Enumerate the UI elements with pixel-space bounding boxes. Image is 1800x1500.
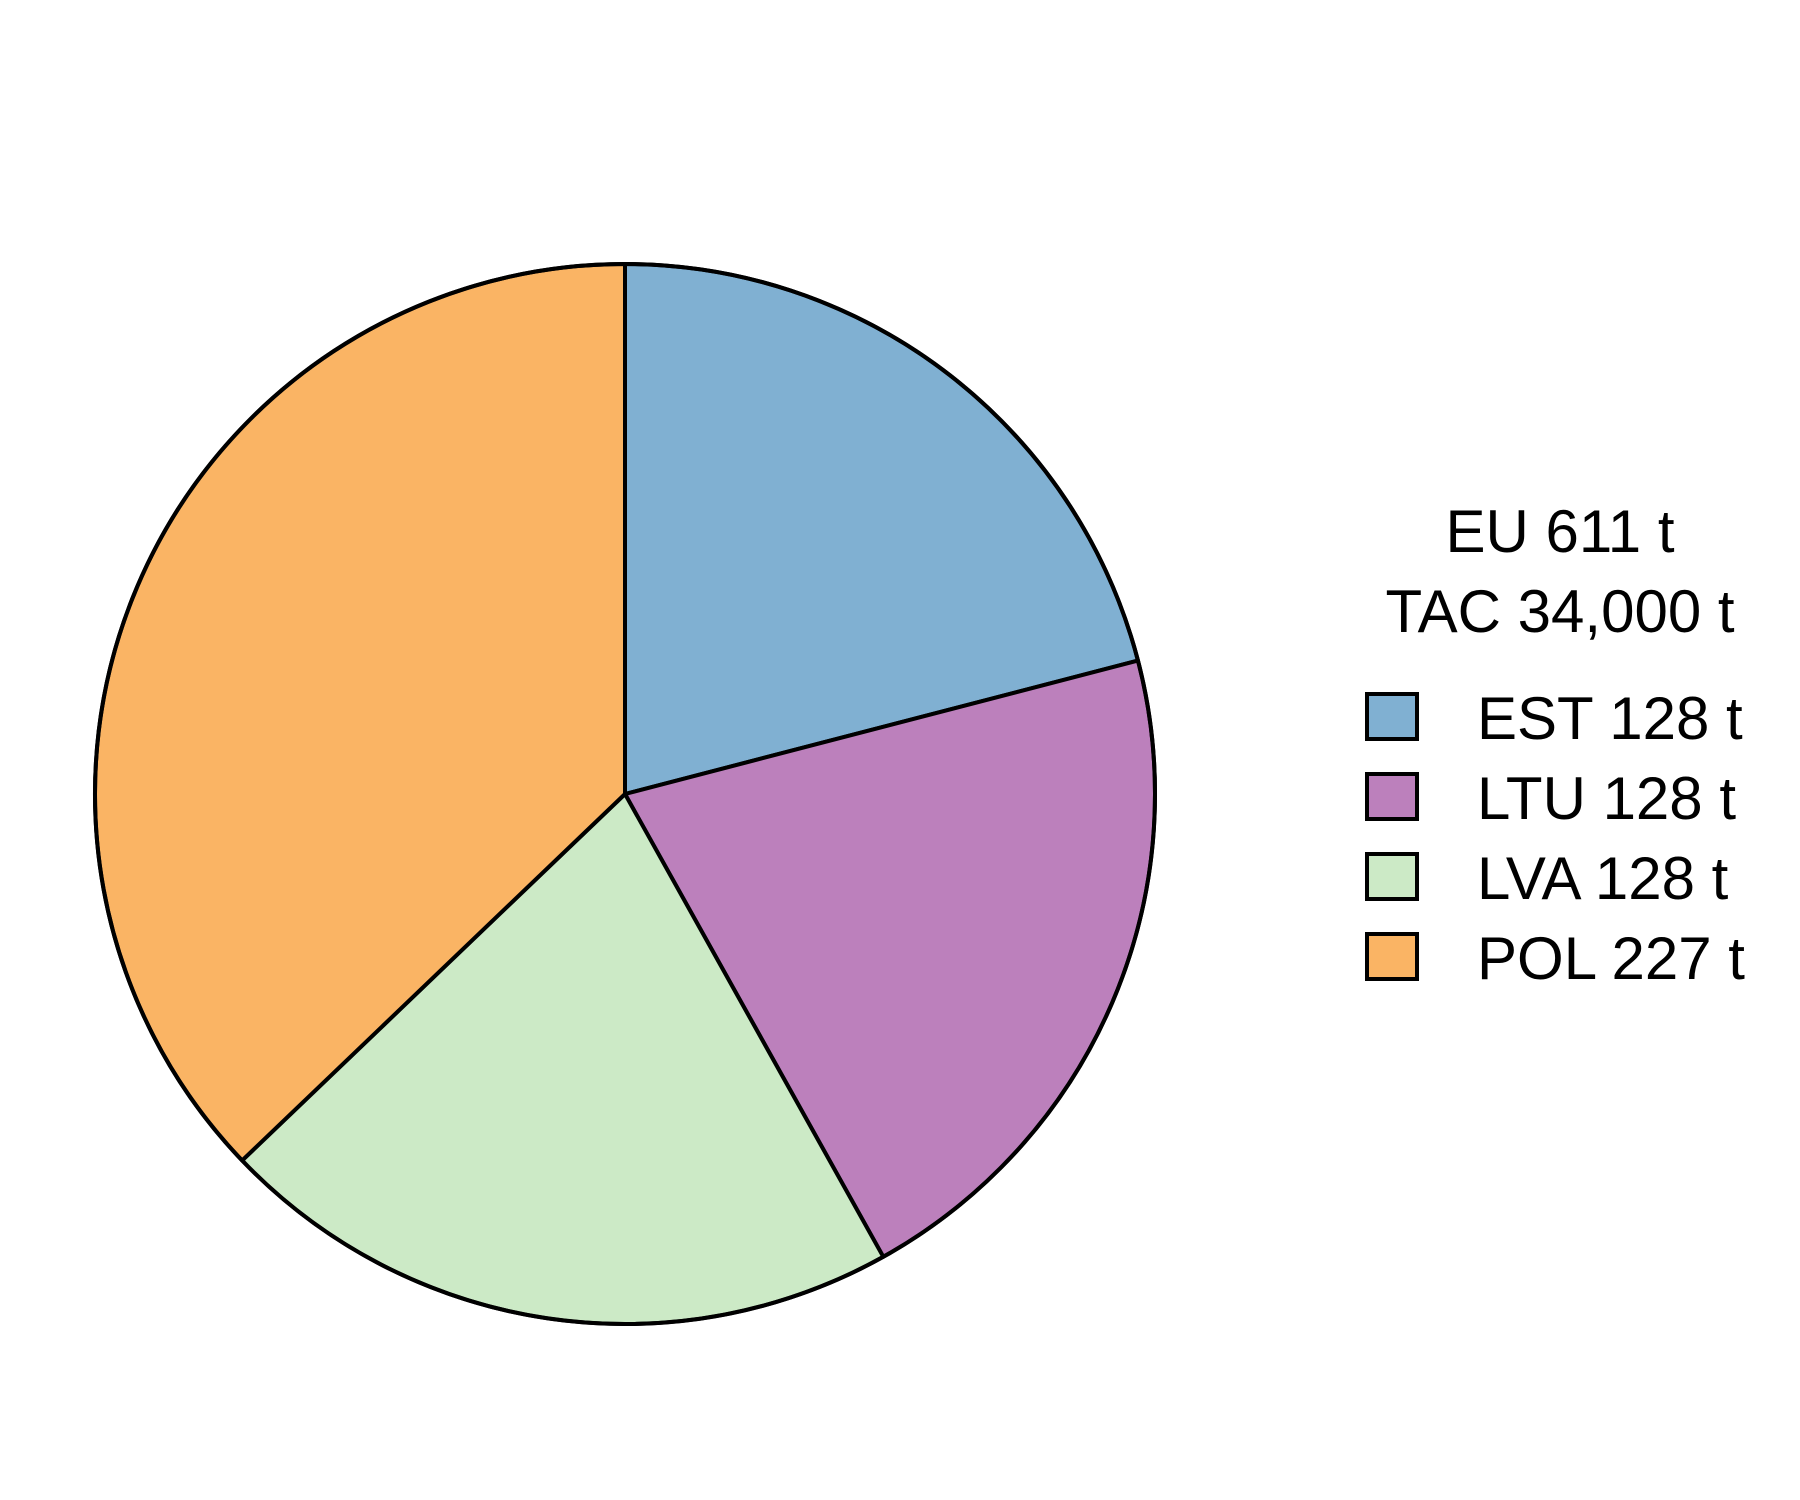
pie-slices [93,262,1157,1326]
legend-label-lva: LVA 128 t [1477,845,1729,912]
legend-swatch-est [1365,692,1419,741]
legend-label-est: EST 128 t [1477,685,1743,752]
legend-swatch-lva [1365,852,1419,901]
legend-title-line-1: EU 611 t [1445,498,1674,565]
legend-swatch-ltu [1365,772,1419,821]
legend-title-line-2: TAC 34,000 t [1385,578,1734,645]
legend-items: EST 128 t LTU 128 t LVA 128 t POL 227 t [1365,685,1745,992]
legend-label-ltu: LTU 128 t [1477,765,1736,832]
legend-swatch-pol [1365,932,1419,981]
legend-label-pol: POL 227 t [1477,925,1745,992]
pie-outline [93,262,1157,1326]
legend: EU 611 t TAC 34,000 t EST 128 t LTU 128 t… [1365,498,1745,992]
